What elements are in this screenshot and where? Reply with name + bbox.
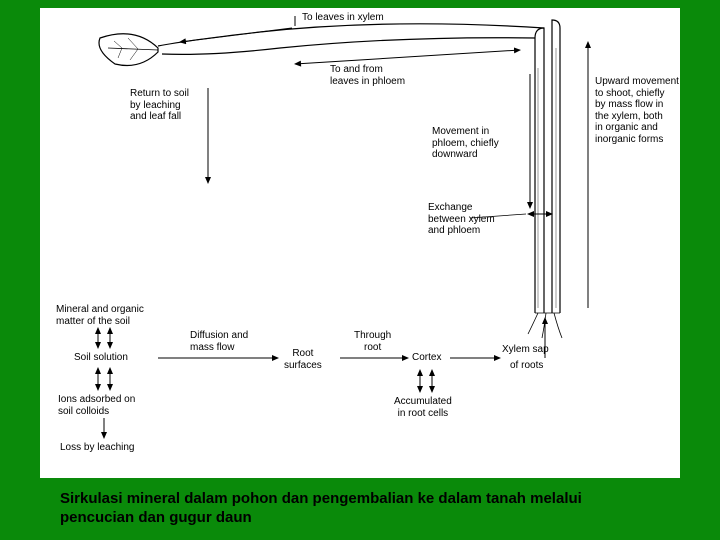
label-to-leaves-xylem: To leaves in xylem xyxy=(302,12,384,24)
label-upward: Upward movement to shoot, chiefly by mas… xyxy=(595,76,677,145)
label-return-soil: Return to soil by leaching and leaf fall xyxy=(130,88,189,123)
leaf-icon xyxy=(99,34,158,66)
slide-caption: Sirkulasi mineral dalam pohon dan pengem… xyxy=(60,490,660,528)
label-xylem-sap: Xylem sap xyxy=(502,344,549,356)
label-accumulated: Accumulated in root cells xyxy=(394,396,452,419)
label-mineral-organic: Mineral and organic matter of the soil xyxy=(56,304,144,327)
label-exchange: Exchange between xylem and phloem xyxy=(428,202,495,237)
label-root-surfaces: Root surfaces xyxy=(284,348,322,371)
tree-trunk xyxy=(535,20,560,313)
label-cortex: Cortex xyxy=(412,352,441,364)
label-ions-adsorbed: Ions adsorbed on soil colloids xyxy=(58,394,135,417)
label-diffusion: Diffusion and mass flow xyxy=(190,330,248,353)
cortex-accum xyxy=(420,370,432,392)
label-loss-leaching: Loss by leaching xyxy=(60,442,135,454)
arrow-to-from-phloem xyxy=(295,50,520,64)
label-soil-solution: Soil solution xyxy=(74,352,128,364)
soil-vert-1 xyxy=(98,328,110,348)
label-to-from-phloem: To and from leaves in phloem xyxy=(330,64,405,87)
label-of-roots: of roots xyxy=(510,360,543,372)
branch xyxy=(158,24,544,55)
label-through-root: Through root xyxy=(354,330,391,353)
soil-vert-2 xyxy=(98,368,110,390)
arrow-to-leaves-xylem xyxy=(180,28,292,42)
diagram-panel: To leaves in xylem To and from leaves in… xyxy=(40,8,680,478)
label-phloem-down: Movement in phloem, chiefly downward xyxy=(432,126,499,161)
